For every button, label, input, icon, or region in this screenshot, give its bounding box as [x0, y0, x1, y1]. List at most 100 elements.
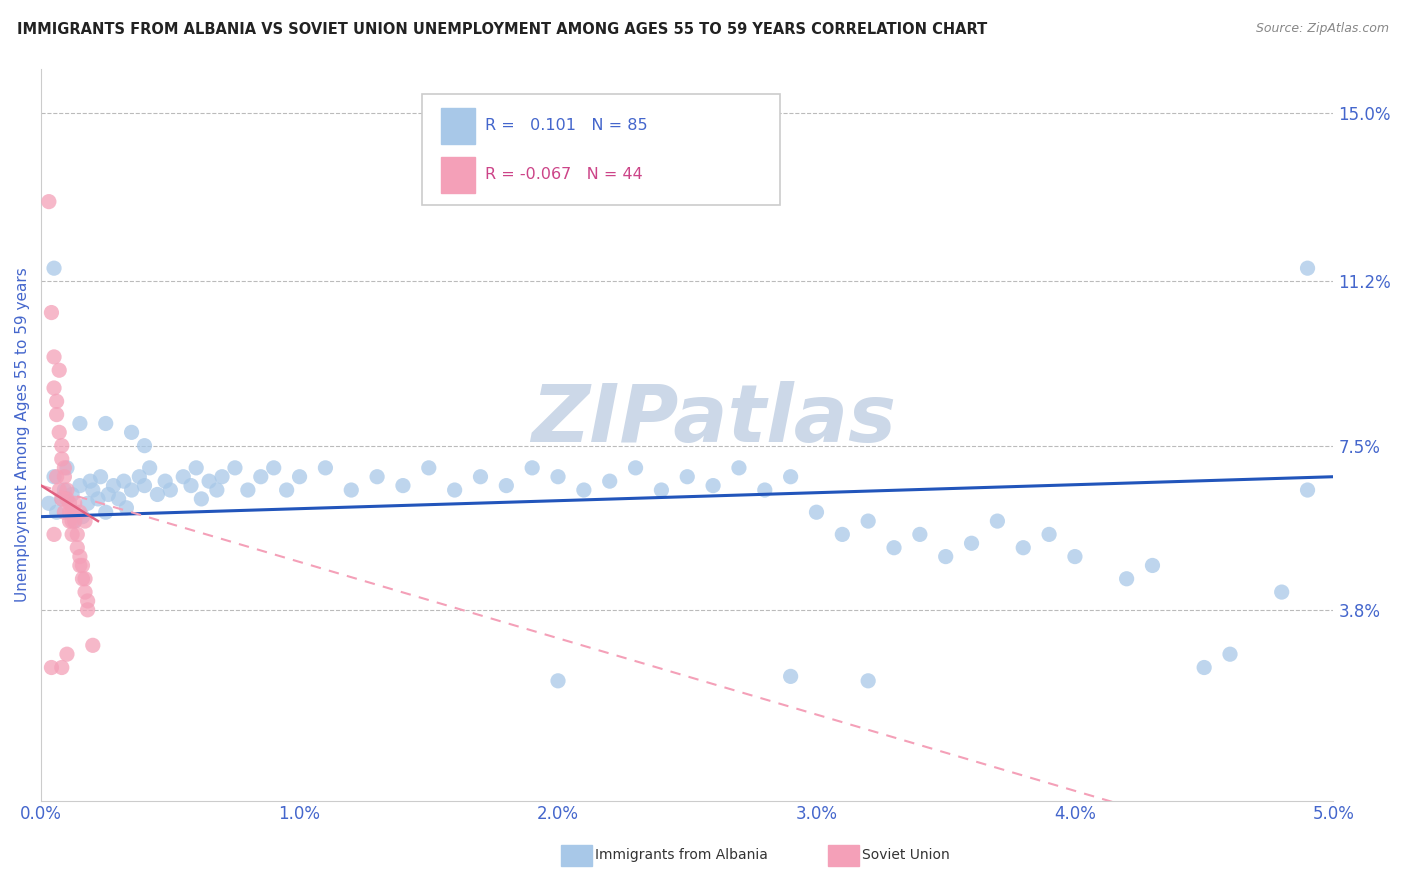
Point	[42, 469, 65, 483]
Point	[51, 491, 73, 506]
Point	[38, 194, 60, 209]
Point	[522, 460, 544, 475]
Point	[41, 660, 63, 674]
Point	[180, 478, 202, 492]
Point	[779, 669, 801, 683]
Point	[153, 474, 176, 488]
Point	[63, 514, 86, 528]
Point	[58, 505, 80, 519]
Point	[73, 585, 96, 599]
Text: R =   0.101   N = 85: R = 0.101 N = 85	[485, 119, 648, 133]
Point	[51, 439, 73, 453]
Point	[82, 638, 104, 652]
Point	[547, 673, 569, 688]
Text: IMMIGRANTS FROM ALBANIA VS SOVIET UNION UNEMPLOYMENT AMONG AGES 55 TO 59 YEARS C: IMMIGRANTS FROM ALBANIA VS SOVIET UNION …	[17, 22, 987, 37]
Point	[112, 474, 135, 488]
Point	[134, 439, 156, 453]
Point	[42, 350, 65, 364]
Point	[831, 527, 853, 541]
Point	[1271, 585, 1294, 599]
Point	[159, 483, 181, 497]
Point	[418, 460, 440, 475]
Point	[146, 487, 169, 501]
Point	[172, 469, 194, 483]
Point	[60, 487, 83, 501]
Point	[69, 549, 91, 564]
Point	[728, 460, 751, 475]
Point	[66, 541, 89, 555]
Point	[1192, 660, 1215, 674]
Point	[48, 483, 70, 497]
Point	[69, 505, 91, 519]
Point	[495, 478, 517, 492]
Point	[72, 509, 94, 524]
Point	[1012, 541, 1035, 555]
Point	[986, 514, 1008, 528]
Point	[73, 514, 96, 528]
Point	[53, 469, 76, 483]
Point	[856, 673, 879, 688]
Point	[76, 594, 98, 608]
Point	[186, 460, 208, 475]
Point	[1064, 549, 1087, 564]
Point	[856, 514, 879, 528]
Point	[63, 505, 86, 519]
Point	[115, 500, 138, 515]
Point	[60, 527, 83, 541]
Point	[205, 483, 228, 497]
Point	[263, 460, 285, 475]
Point	[1142, 558, 1164, 573]
Point	[51, 660, 73, 674]
Point	[87, 491, 110, 506]
Point	[128, 469, 150, 483]
Point	[443, 483, 465, 497]
Point	[572, 483, 595, 497]
Point	[547, 469, 569, 483]
Point	[48, 425, 70, 440]
Point	[56, 491, 79, 506]
Point	[69, 558, 91, 573]
Point	[94, 505, 117, 519]
Y-axis label: Unemployment Among Ages 55 to 59 years: Unemployment Among Ages 55 to 59 years	[15, 268, 30, 602]
Point	[53, 460, 76, 475]
Point	[56, 460, 79, 475]
Point	[63, 496, 86, 510]
Point	[42, 261, 65, 276]
Point	[340, 483, 363, 497]
Point	[63, 514, 86, 528]
Point	[94, 417, 117, 431]
Text: Source: ZipAtlas.com: Source: ZipAtlas.com	[1256, 22, 1389, 36]
Point	[624, 460, 647, 475]
Point	[58, 496, 80, 510]
Point	[45, 408, 67, 422]
Point	[45, 469, 67, 483]
Point	[883, 541, 905, 555]
Point	[702, 478, 724, 492]
Point	[58, 514, 80, 528]
Point	[56, 483, 79, 497]
Point	[42, 527, 65, 541]
Point	[650, 483, 672, 497]
Point	[76, 496, 98, 510]
Text: Soviet Union: Soviet Union	[862, 848, 949, 863]
Point	[288, 469, 311, 483]
Point	[45, 394, 67, 409]
Point	[38, 496, 60, 510]
Point	[190, 491, 212, 506]
Point	[72, 572, 94, 586]
Point	[60, 505, 83, 519]
Point	[121, 483, 143, 497]
Point	[754, 483, 776, 497]
Point	[138, 460, 160, 475]
Point	[76, 603, 98, 617]
Point	[314, 460, 336, 475]
Point	[82, 483, 104, 497]
Text: R = -0.067   N = 44: R = -0.067 N = 44	[485, 168, 643, 182]
Point	[45, 505, 67, 519]
Point	[53, 483, 76, 497]
Point	[1296, 483, 1319, 497]
Point	[1115, 572, 1137, 586]
Point	[366, 469, 388, 483]
Point	[198, 474, 221, 488]
Point	[41, 305, 63, 319]
